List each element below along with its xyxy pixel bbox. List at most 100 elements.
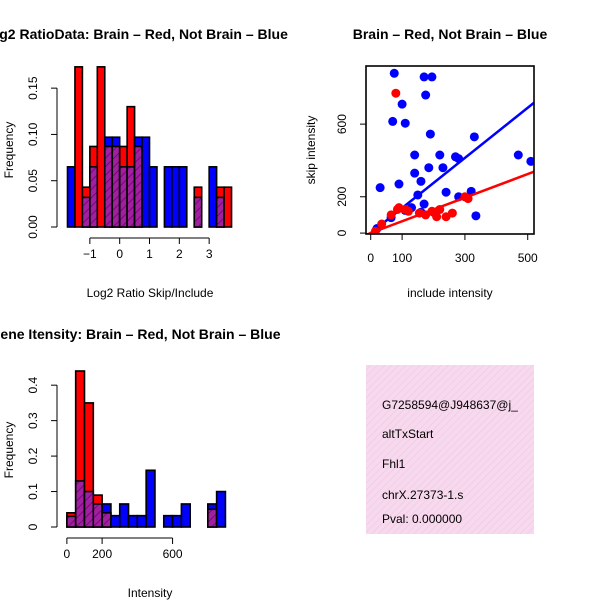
ratio-hist-y-tick-label: 0.10 (26, 122, 40, 146)
scatter-fit-line-brain (366, 170, 534, 234)
ratio-hist-bar-overlap-2 (81, 196, 91, 228)
intensity-hist-y-tick-label: 0 (26, 523, 40, 530)
intensity-hist-bar-overlap-1 (74, 480, 86, 528)
intensity-hist-x-tick-label: 0 (64, 547, 71, 561)
ratio-hist-x-tick-label: 3 (206, 247, 213, 261)
scatter-point-not-brain (526, 156, 534, 166)
intensity-hist-bar-not-brain-9 (145, 469, 156, 528)
intensity-hist-bar-overlap-4 (101, 512, 112, 528)
ratio-hist-bar-not-brain-13 (163, 166, 173, 228)
scatter-point-brain (447, 208, 457, 218)
scatter-title: Brain – Red, Not Brain – Blue (353, 26, 548, 42)
ratio-hist-bar-brain-1 (74, 66, 84, 228)
scatter-x-tick-label: 0 (367, 251, 374, 265)
gene-name-text: Fhl1 (382, 457, 406, 471)
ratio-hist-x-tick-label: 1 (146, 247, 153, 261)
intensity-hist-bar-not-brain-7 (127, 514, 139, 528)
scatter-xlabel: include intensity (407, 286, 492, 300)
scatter-point-not-brain (513, 150, 523, 160)
scatter-point-not-brain (416, 176, 426, 186)
intensity-histogram: Gene Itensity: Brain – Red, Not Brain – … (0, 326, 281, 600)
scatter-point-brain (377, 219, 387, 229)
intensity-hist-bar-not-brain-12 (171, 514, 183, 528)
ratio-hist-title: Log2 RatioData: Brain – Red, Not Brain –… (0, 26, 288, 42)
scatter-ylabel: skip intensity (304, 116, 318, 185)
ratio-hist-bar-not-brain-0 (66, 166, 76, 228)
intensity-hist-bar-not-brain-11 (162, 514, 174, 528)
intensity-hist-bar-not-brain-6 (118, 503, 130, 528)
intensity-hist-xlabel: Intensity (128, 586, 173, 600)
intensity-hist-y-tick-label: 0.4 (26, 377, 40, 394)
ratio-hist-x-tick-label: −1 (83, 247, 97, 261)
scatter-point-not-brain (424, 163, 434, 173)
info-panel: G7258594@J948637@j_ altTxStart Fhl1 chrX… (366, 365, 534, 534)
intensity-hist-title: Gene Itensity: Brain – Red, Not Brain – … (0, 326, 281, 342)
ratio-hist-xlabel: Log2 Ratio Skip/Include (87, 286, 214, 300)
intensity-scatter: Brain – Red, Not Brain – Blue include in… (304, 26, 547, 300)
ratio-hist-bar-overlap-5 (103, 145, 114, 228)
ratio-hist-bar-not-brain-14 (171, 166, 181, 228)
scatter-point-not-brain (419, 199, 429, 209)
ratio-hist-y-tick-label: 0.00 (26, 215, 40, 239)
scatter-point-not-brain (419, 72, 429, 82)
ratio-hist-bar-not-brain-10 (141, 136, 151, 228)
ratio-hist-bar-not-brain-11 (148, 166, 158, 228)
scatter-x-tick-label: 500 (518, 251, 538, 265)
ratio-hist-bar-overlap-8 (126, 166, 136, 228)
ratio-hist-x-tick-label: 0 (116, 247, 123, 261)
ratio-hist-ylabel: Frequency (2, 122, 16, 179)
ratio-hist-bar-overlap-6 (111, 145, 121, 228)
intensity-hist-bar-not-brain-5 (110, 514, 121, 528)
ratio-histogram: Log2 RatioData: Brain – Red, Not Brain –… (0, 26, 288, 300)
scatter-x-tick-label: 300 (455, 251, 475, 265)
scatter-point-brain (432, 212, 442, 222)
ratio-hist-y-tick-label: 0.15 (26, 76, 40, 100)
ratio-hist-bar-overlap-7 (118, 166, 128, 228)
ratio-hist-x-tick-label: 2 (176, 247, 183, 261)
intensity-hist-bar-overlap-2 (83, 490, 95, 528)
event-type-text: altTxStart (382, 427, 434, 441)
scatter-point-not-brain (438, 163, 448, 173)
pval-text: Pval: 0.000000 (382, 512, 462, 526)
ratio-hist-bar-overlap-17 (193, 196, 203, 228)
scatter-point-not-brain (410, 168, 420, 178)
ratio-hist-bar-overlap-20 (215, 196, 225, 228)
scatter-y-tick-label: 600 (335, 114, 349, 134)
scatter-point-not-brain (469, 132, 479, 142)
scatter-point-not-brain (375, 183, 385, 193)
info-panel-background (366, 365, 534, 534)
scatter-point-not-brain (388, 116, 398, 126)
scatter-y-tick-label: 0 (335, 229, 349, 236)
ratio-hist-bar-overlap-9 (133, 145, 143, 228)
intensity-hist-bar-not-brain-8 (136, 514, 147, 528)
ratio-hist-bar-brain-4 (96, 66, 106, 228)
scatter-point-brain (400, 204, 410, 214)
intensity-hist-y-tick-label: 0.2 (26, 447, 40, 464)
scatter-point-not-brain (421, 90, 431, 100)
scatter-point-not-brain (397, 99, 407, 109)
intensity-hist-bar-not-brain-17 (215, 490, 227, 528)
locus-text: chrX.27373-1.s (382, 488, 463, 502)
intensity-hist-bar-overlap-0 (66, 515, 77, 528)
scatter-point-not-brain (389, 68, 399, 78)
intensity-hist-bar-overlap-3 (92, 503, 103, 528)
scatter-point-not-brain (435, 150, 445, 160)
scatter-plot-frame (365, 65, 535, 235)
ratio-hist-bar-overlap-3 (89, 166, 99, 228)
intensity-hist-x-tick-label: 200 (92, 547, 112, 561)
scatter-point-not-brain (427, 72, 437, 82)
intensity-hist-bar-not-brain-13 (180, 503, 191, 528)
scatter-point-not-brain (394, 179, 404, 189)
scatter-point-not-brain (400, 118, 410, 128)
intensity-hist-y-tick-label: 0.3 (26, 412, 40, 429)
intensity-hist-y-tick-label: 0.1 (26, 483, 40, 500)
scatter-point-brain (386, 210, 396, 220)
intensity-hist-ylabel: Frequency (2, 422, 16, 479)
ratio-hist-bar-not-brain-19 (208, 166, 218, 228)
scatter-point-brain (391, 88, 401, 98)
probe-id-text: G7258594@J948637@j_ (382, 398, 518, 412)
scatter-x-tick-label: 100 (392, 251, 412, 265)
intensity-hist-x-tick-label: 600 (163, 547, 183, 561)
scatter-y-tick-label: 200 (335, 186, 349, 206)
ratio-hist-y-tick-label: 0.05 (26, 169, 40, 193)
